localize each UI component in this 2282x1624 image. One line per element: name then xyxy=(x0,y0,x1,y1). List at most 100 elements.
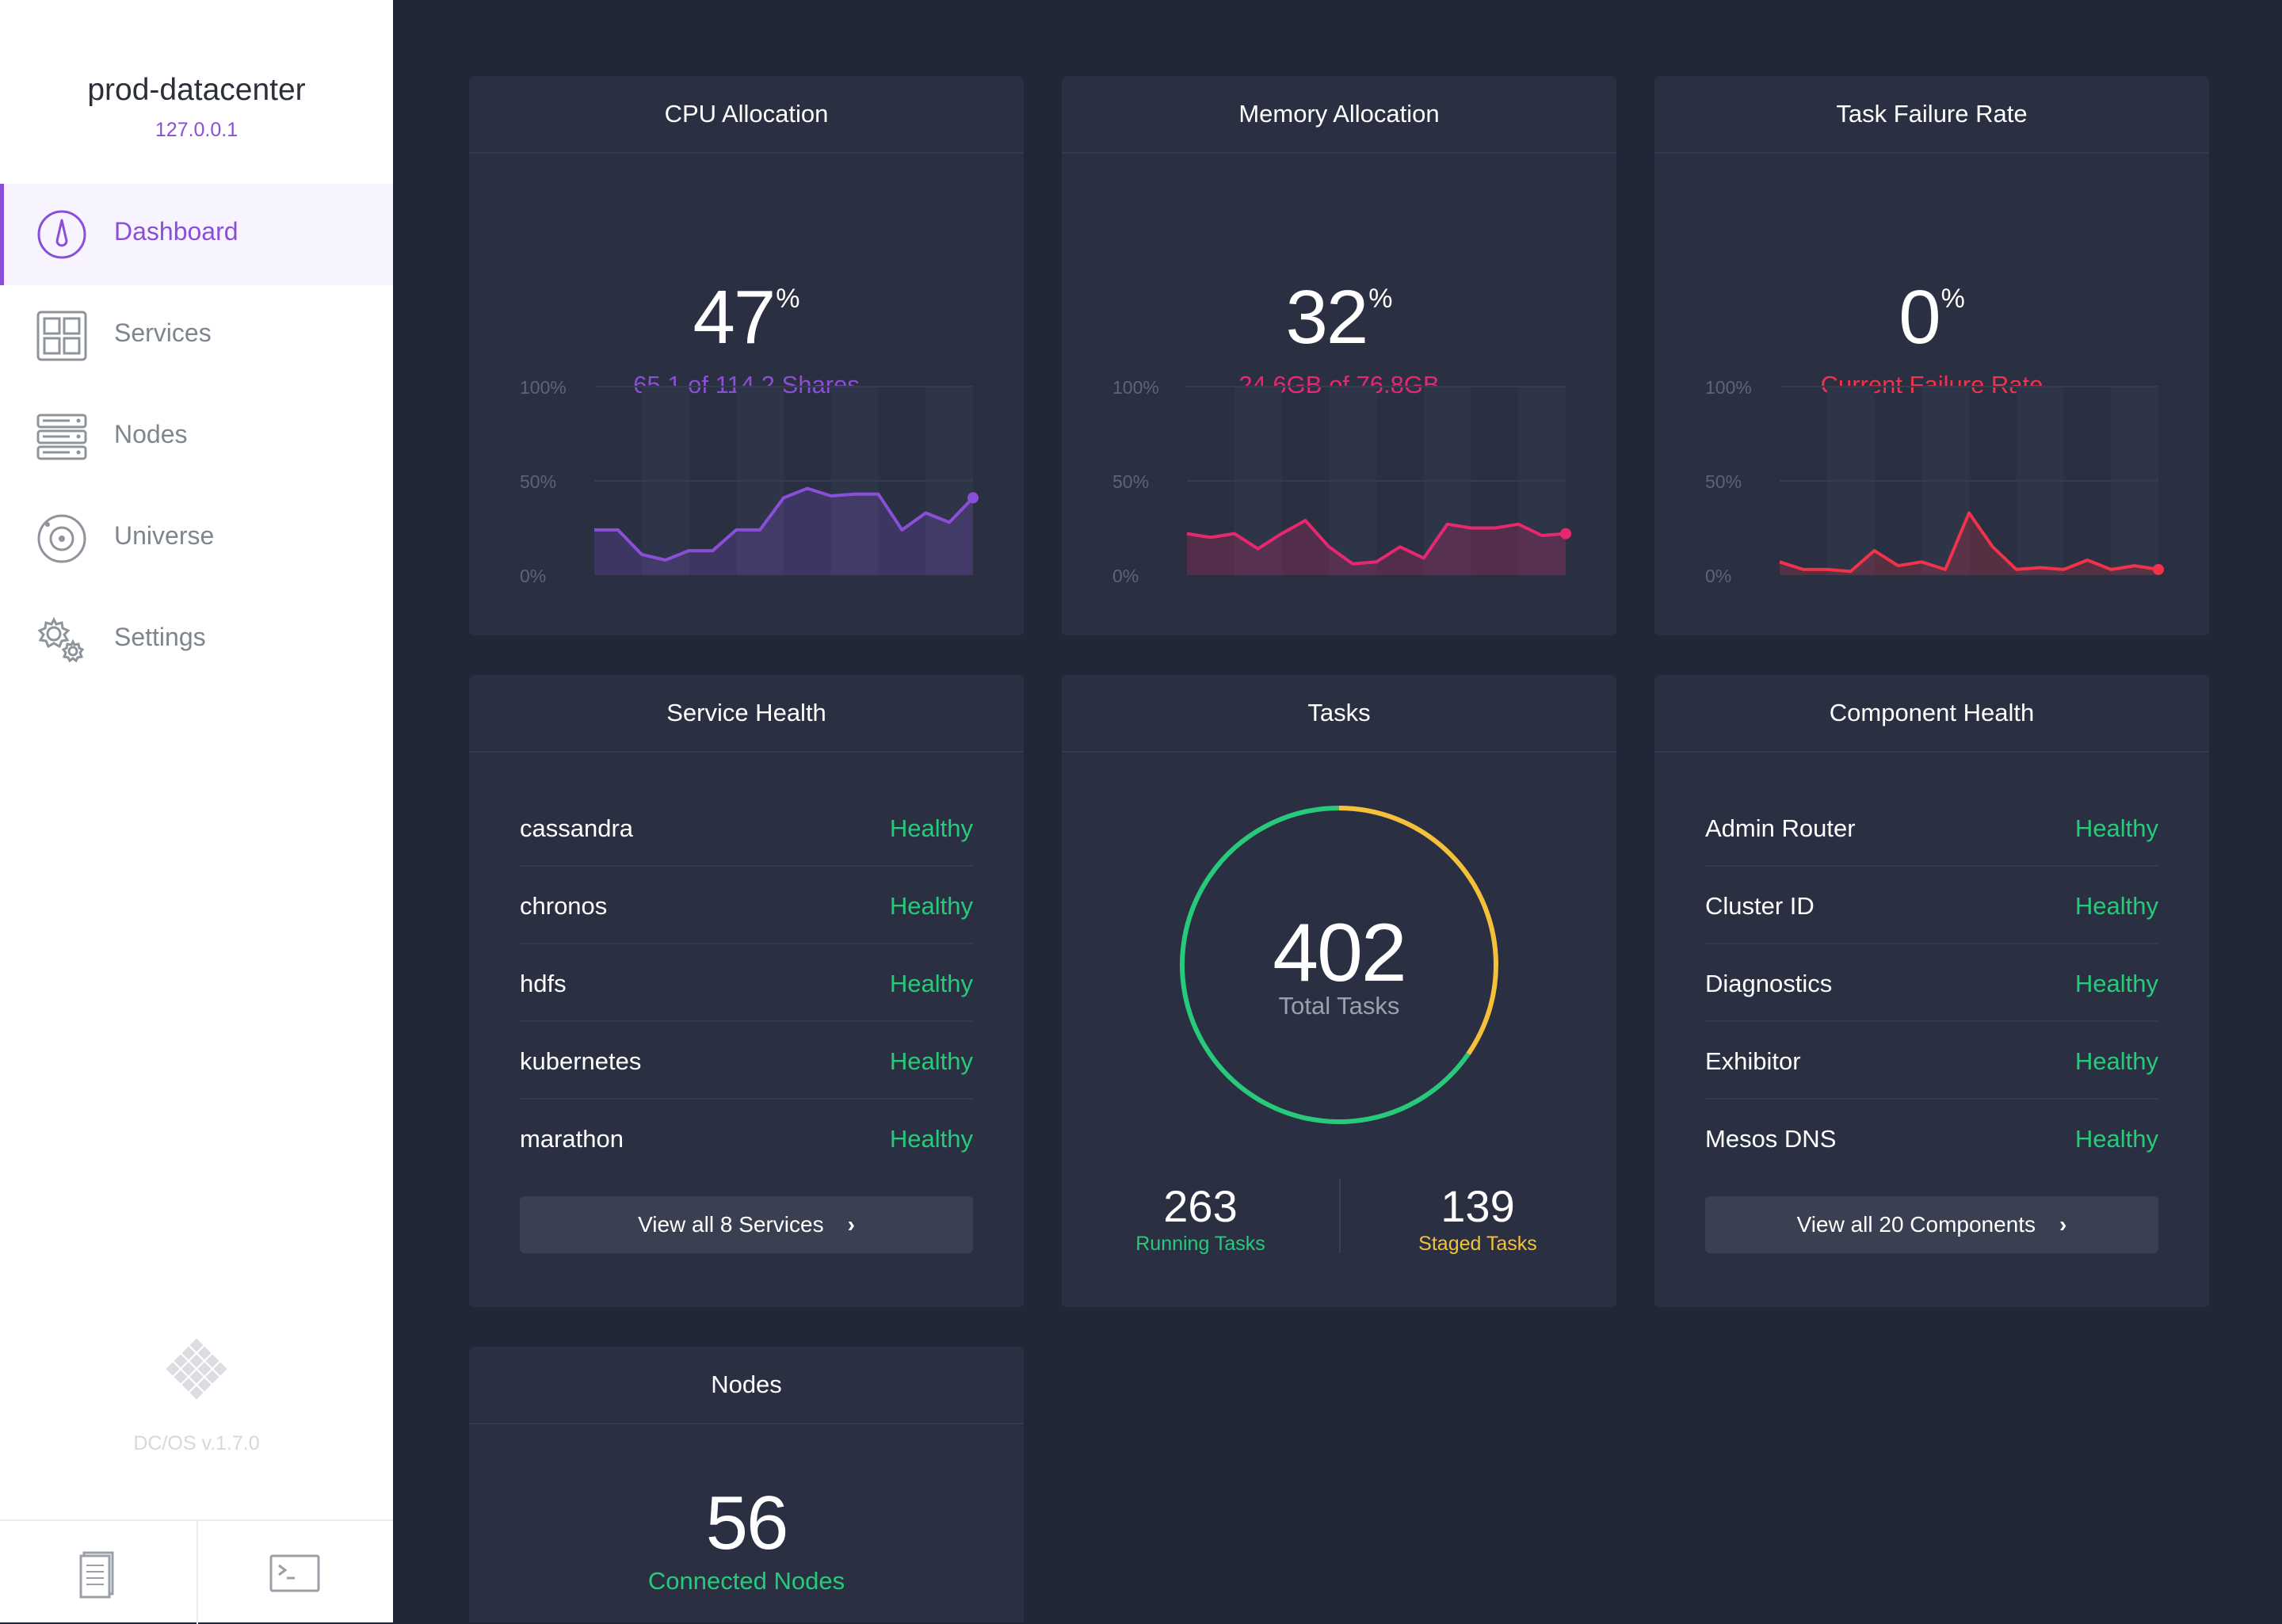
dashboard-icon xyxy=(37,210,86,259)
series-area xyxy=(594,488,973,575)
sidebar-item-label: Universe xyxy=(114,521,215,550)
sidebar-item-label: Services xyxy=(114,318,212,347)
sidebar-item-nodes[interactable]: Nodes xyxy=(0,387,393,488)
panel-header: Tasks xyxy=(1062,675,1616,753)
row-divider xyxy=(520,943,973,944)
series-line xyxy=(594,486,975,562)
y-tick-label: 100% xyxy=(520,377,567,398)
view-all-components-button[interactable]: View all 20 Components › xyxy=(1705,1196,2158,1253)
sidebar-item-label: Settings xyxy=(114,623,206,651)
sidebar-item-settings[interactable]: Settings xyxy=(0,589,393,691)
documentation-icon[interactable] xyxy=(73,1548,124,1599)
component-row[interactable]: Exhibitor Healthy xyxy=(1705,1022,2158,1100)
cpu-value: 47% xyxy=(469,274,1024,361)
status-label: Healthy xyxy=(2074,892,2158,920)
nodes-icon xyxy=(36,414,87,460)
cluster-ip: 127.0.0.1 xyxy=(155,119,239,141)
status-label: Healthy xyxy=(889,1047,973,1075)
service-row[interactable]: cassandra Healthy xyxy=(520,789,973,867)
series-line xyxy=(1186,519,1566,566)
service-name: hdfs xyxy=(520,970,567,997)
service-health-panel: Service Health cassandra Healthy chronos… xyxy=(469,675,1024,1307)
service-name: marathon xyxy=(520,1125,624,1153)
component-row[interactable]: Cluster ID Healthy xyxy=(1705,867,2158,944)
service-name: cassandra xyxy=(520,814,634,842)
dashboard-main: CPU Allocation 47% 65.1 of 114.2 Shares … xyxy=(393,0,2282,1622)
panel-title: Task Failure Rate xyxy=(1836,100,2028,128)
memory-percent: 32 xyxy=(1285,275,1368,360)
cpu-allocation-panel: CPU Allocation 47% 65.1 of 114.2 Shares … xyxy=(469,76,1024,635)
series-endpoint xyxy=(967,492,979,504)
cpu-chart: 100% 50% 0% xyxy=(520,377,979,586)
memory-allocation-panel: Memory Allocation 32% 24.6GB of 76.8GB 1… xyxy=(1062,76,1616,635)
y-tick-label: 0% xyxy=(520,566,546,586)
panel-title: Nodes xyxy=(711,1370,782,1398)
sidebar-footer xyxy=(0,1519,393,1624)
version-label: DC/OS v.1.7.0 xyxy=(133,1432,260,1454)
row-divider xyxy=(520,1020,973,1022)
percent-sign: % xyxy=(776,284,800,314)
button-label: View all 8 Services › xyxy=(520,1212,973,1237)
panel-header: Nodes xyxy=(469,1347,1024,1424)
service-row[interactable]: chronos Healthy xyxy=(520,867,973,944)
service-name: chronos xyxy=(520,892,608,920)
status-label: Healthy xyxy=(2074,814,2158,842)
sidebar-item-dashboard[interactable]: Dashboard xyxy=(0,184,393,285)
component-name: Exhibitor xyxy=(1705,1047,1801,1075)
tasks-panel: Tasks 402 Total Tasks 263 Running Tasks … xyxy=(1062,675,1616,1307)
footer-divider xyxy=(197,1521,198,1624)
component-row[interactable]: Diagnostics Healthy xyxy=(1705,944,2158,1022)
panel-title: Service Health xyxy=(666,699,826,726)
series-line xyxy=(1779,511,2159,574)
status-label: Healthy xyxy=(889,892,973,920)
tasks-divider xyxy=(1339,1179,1341,1253)
panel-header: CPU Allocation xyxy=(469,76,1024,154)
component-name: Mesos DNS xyxy=(1705,1125,1837,1153)
chevron-right-icon: › xyxy=(847,1212,855,1237)
service-row[interactable]: kubernetes Healthy xyxy=(520,1022,973,1100)
percent-sign: % xyxy=(1368,284,1393,314)
button-text: View all 20 Components xyxy=(1796,1212,2036,1237)
cli-icon[interactable] xyxy=(269,1548,320,1599)
percent-sign: % xyxy=(1940,284,1965,314)
cluster-name[interactable]: prod-datacenter xyxy=(87,73,306,107)
panel-header: Memory Allocation xyxy=(1062,76,1616,154)
sidebar-item-label: Nodes xyxy=(114,420,188,448)
services-icon xyxy=(36,311,87,361)
panel-title: Component Health xyxy=(1829,699,2035,726)
component-row[interactable]: Mesos DNS Healthy xyxy=(1705,1100,2158,1177)
button-text: View all 8 Services xyxy=(638,1212,824,1237)
status-label: Healthy xyxy=(889,1125,973,1153)
total-tasks-label: Total Tasks xyxy=(1278,992,1400,1020)
y-tick-label: 50% xyxy=(1112,471,1149,492)
row-divider xyxy=(520,865,973,867)
task-failure-panel: Task Failure Rate 0% Current Failure Rat… xyxy=(1654,76,2209,635)
service-row[interactable]: marathon Healthy xyxy=(520,1100,973,1177)
panel-title: Tasks xyxy=(1307,699,1371,726)
sidebar-item-label: Dashboard xyxy=(114,217,239,246)
memory-chart: 100% 50% 0% xyxy=(1112,377,1571,586)
sidebar-item-universe[interactable]: Universe xyxy=(0,488,393,589)
row-divider xyxy=(1705,943,2158,944)
tasks-ring-chart xyxy=(1180,806,1498,1124)
series-endpoint xyxy=(2153,563,2164,575)
sidebar-item-services[interactable]: Services xyxy=(0,285,393,387)
universe-icon xyxy=(37,514,86,563)
row-divider xyxy=(1705,1020,2158,1022)
component-name: Admin Router xyxy=(1705,814,1856,842)
staged-tasks-arc xyxy=(1180,806,1498,1124)
running-tasks-value: 263 xyxy=(1163,1181,1238,1231)
panel-header: Component Health xyxy=(1654,675,2209,753)
y-tick-label: 100% xyxy=(1705,377,1752,398)
view-all-services-button[interactable]: View all 8 Services › xyxy=(520,1196,973,1253)
service-name: kubernetes xyxy=(520,1047,642,1075)
component-name: Cluster ID xyxy=(1705,892,1815,920)
row-divider xyxy=(1705,865,2158,867)
total-tasks-value: 402 xyxy=(1273,907,1407,999)
component-row[interactable]: Admin Router Healthy xyxy=(1705,789,2158,867)
status-label: Healthy xyxy=(2074,970,2158,997)
series-area xyxy=(1780,513,2158,575)
status-label: Healthy xyxy=(2074,1125,2158,1153)
dcos-logo xyxy=(166,1339,227,1400)
service-row[interactable]: hdfs Healthy xyxy=(520,944,973,1022)
